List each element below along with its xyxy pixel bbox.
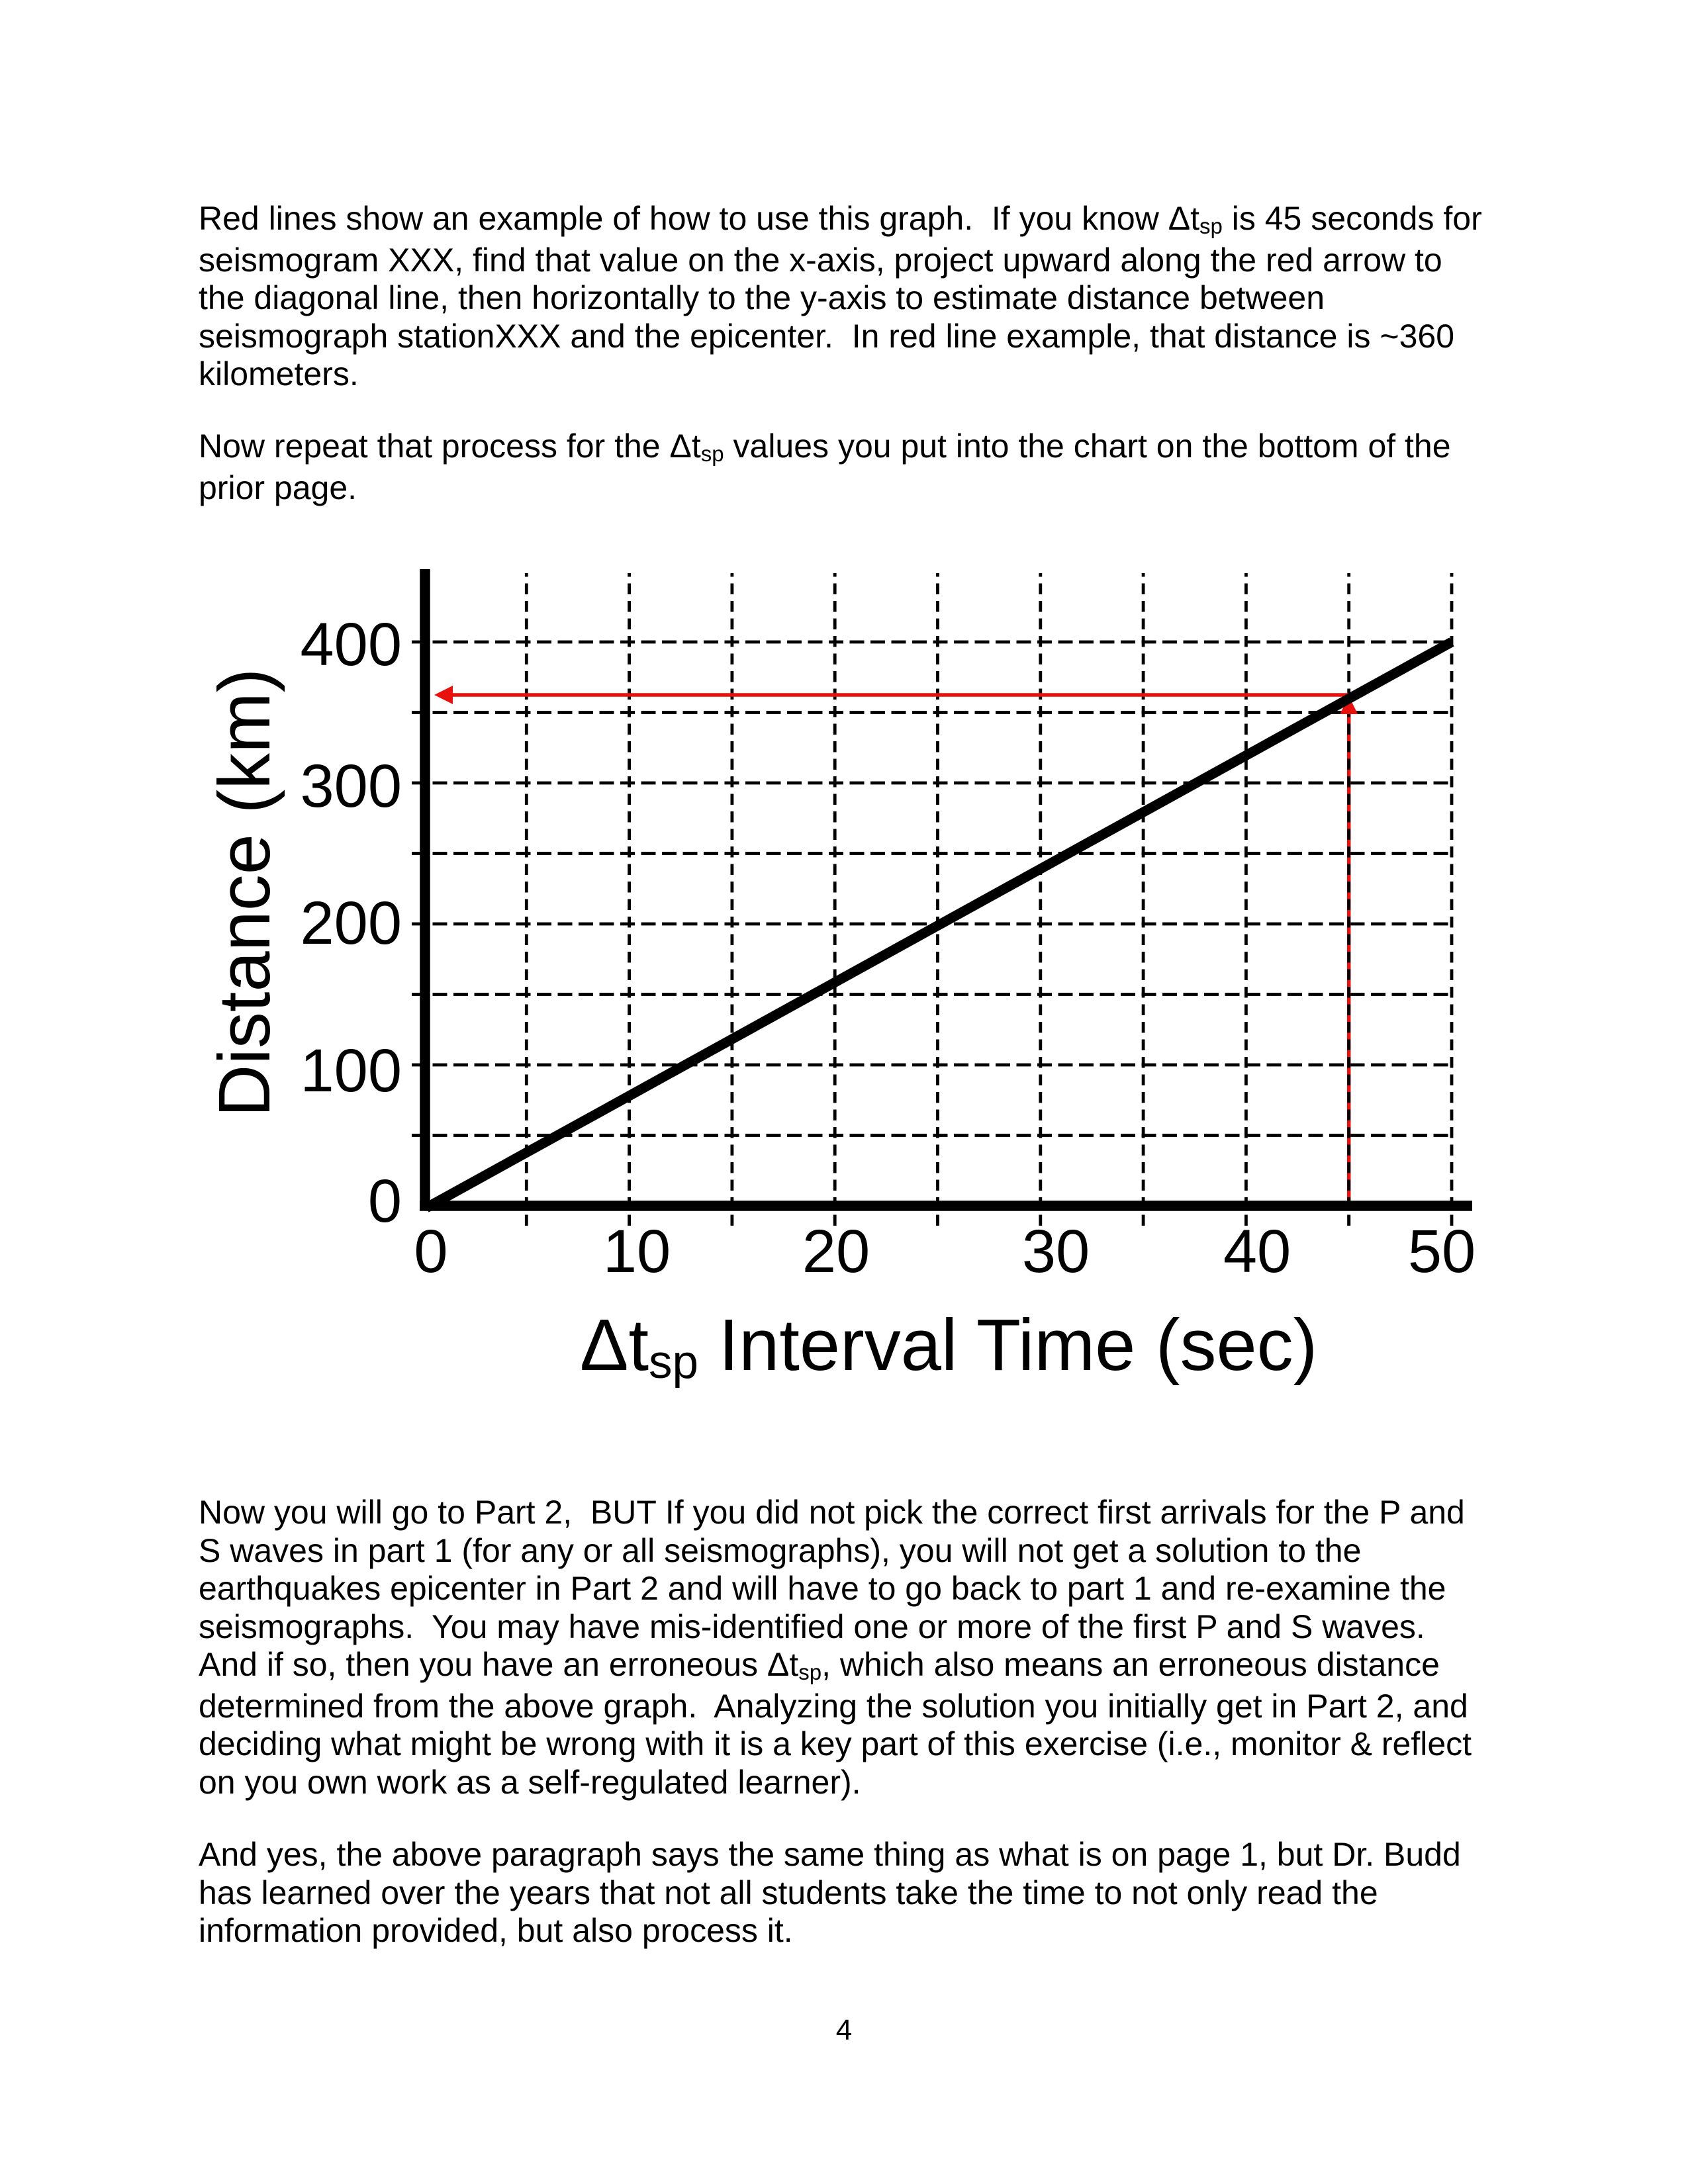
svg-text:40: 40 (1223, 1218, 1291, 1285)
svg-text:300: 300 (301, 752, 402, 820)
svg-text:30: 30 (1022, 1218, 1090, 1285)
svg-text:200: 200 (301, 889, 402, 957)
svg-text:400: 400 (301, 611, 402, 678)
svg-text:100: 100 (301, 1037, 402, 1105)
svg-text:Δtsp Interval Time (sec): Δtsp Interval Time (sec) (580, 1304, 1317, 1388)
svg-text:0: 0 (414, 1218, 447, 1285)
svg-text:10: 10 (603, 1218, 671, 1285)
svg-text:Distance (km): Distance (km) (204, 668, 285, 1117)
svg-text:0: 0 (368, 1167, 402, 1235)
svg-text:20: 20 (802, 1218, 870, 1285)
svg-text:50: 50 (1408, 1218, 1476, 1285)
